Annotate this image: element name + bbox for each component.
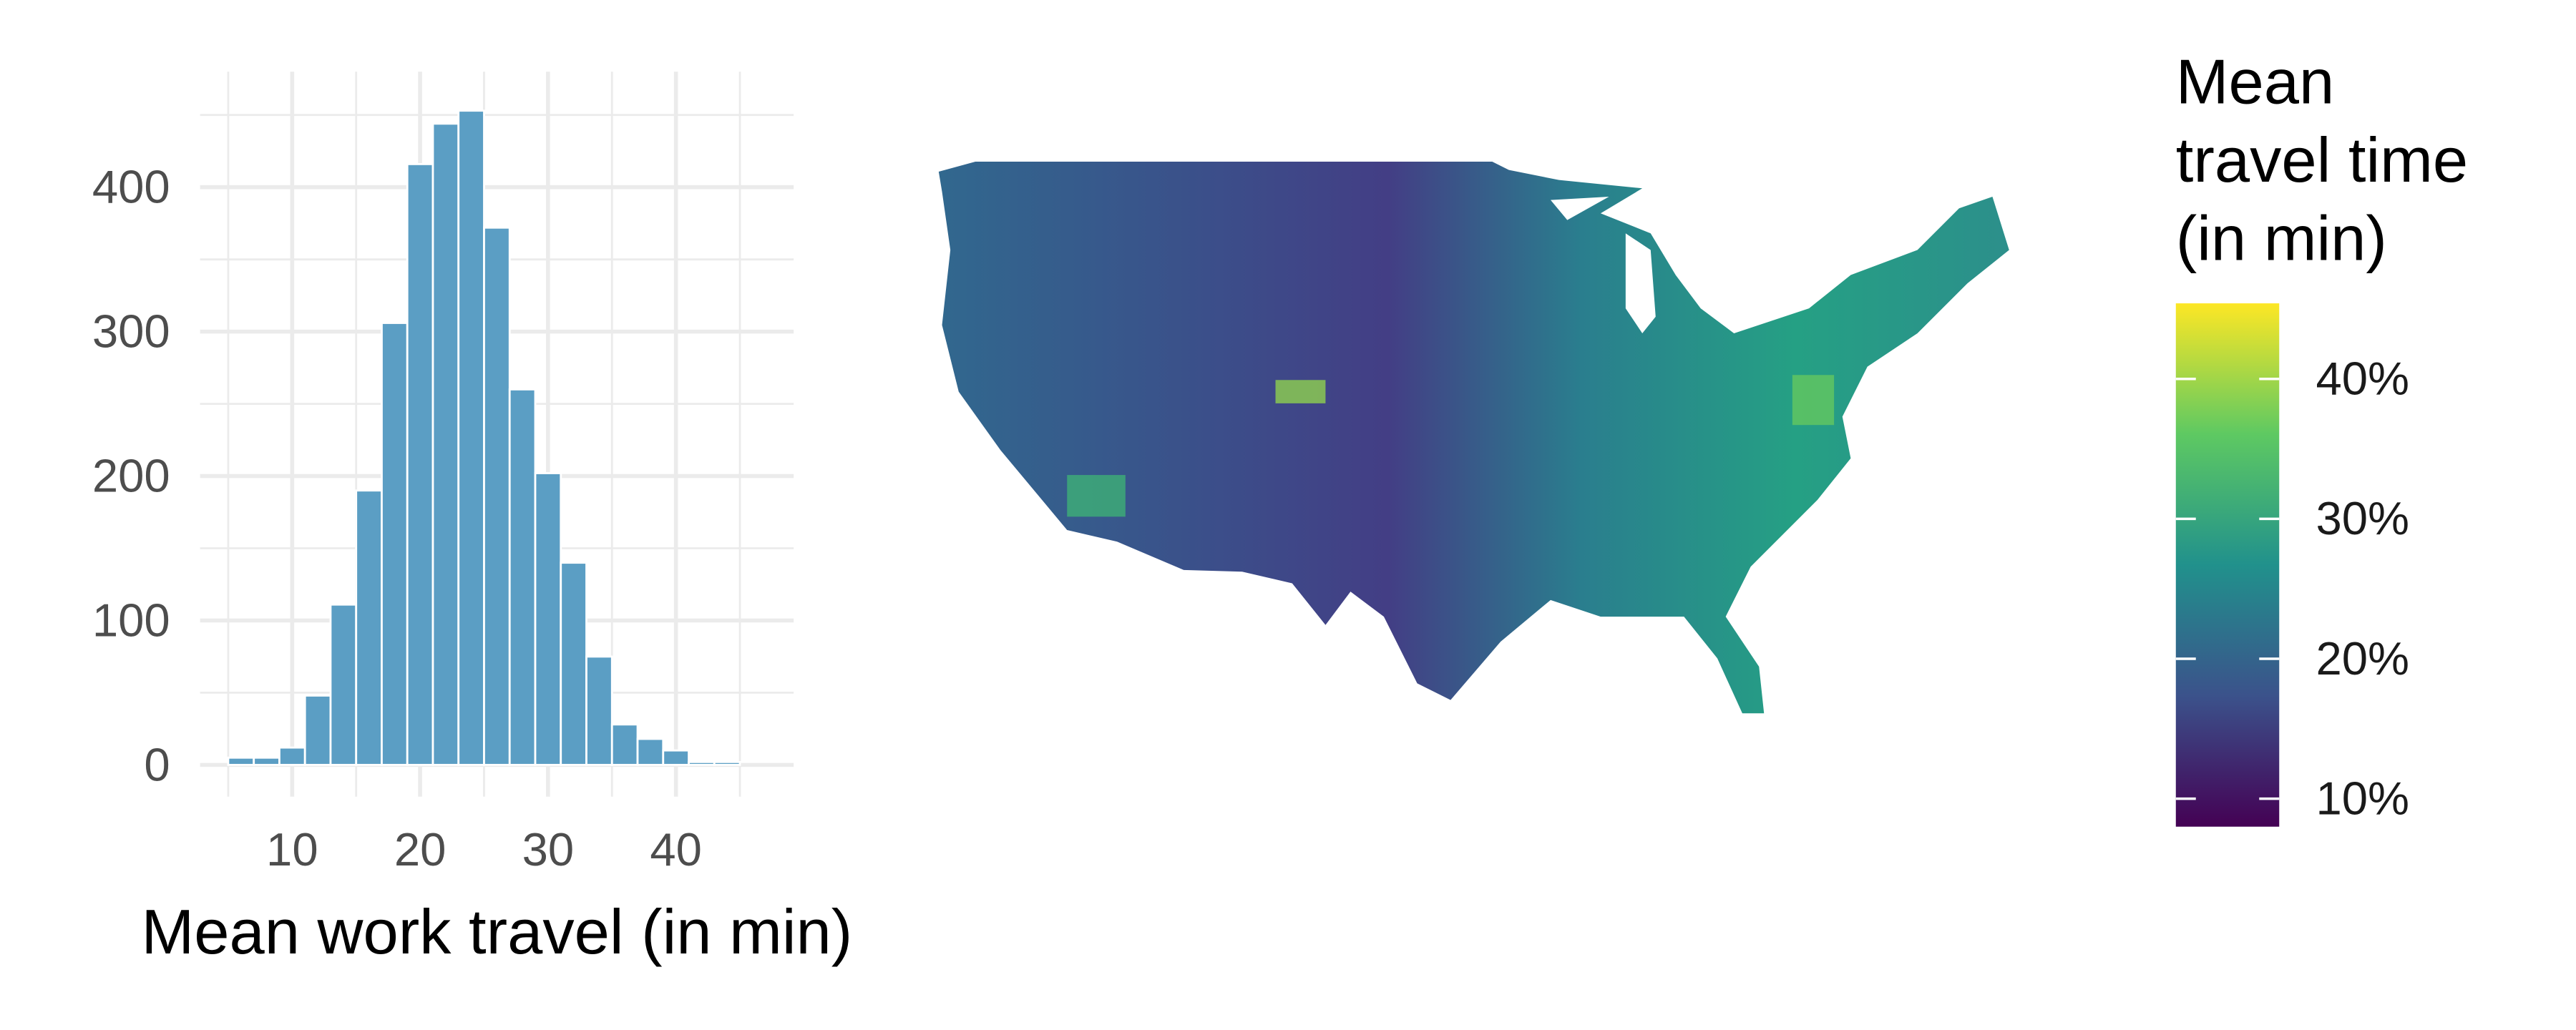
bar xyxy=(253,756,280,766)
bar xyxy=(636,737,665,766)
y-tick-label: 200 xyxy=(92,449,170,501)
colorbar xyxy=(2175,303,2280,827)
x-tick-label: 30 xyxy=(522,823,575,876)
x-tick-label: 10 xyxy=(266,823,318,876)
map-highlight xyxy=(1275,380,1326,403)
y-tick-label: 300 xyxy=(92,305,170,358)
bar xyxy=(508,388,537,766)
legend-title: Mean xyxy=(2176,46,2334,117)
map-highlight xyxy=(1067,475,1126,517)
bar xyxy=(610,723,639,766)
bar xyxy=(227,756,255,766)
bar xyxy=(406,163,434,766)
great-lakes xyxy=(1550,196,1656,334)
bar xyxy=(483,226,511,766)
x-tick-label: 20 xyxy=(394,823,447,876)
bar xyxy=(662,749,690,766)
bar xyxy=(688,760,716,766)
x-axis-title: Mean work travel (in min) xyxy=(141,896,852,967)
bar xyxy=(303,695,332,766)
y-tick-label: 100 xyxy=(92,594,170,646)
bar xyxy=(355,489,383,766)
y-tick-label: 0 xyxy=(144,738,170,790)
bar xyxy=(534,472,562,766)
y-tick-label: 400 xyxy=(92,161,170,213)
legend-title: travel time xyxy=(2176,124,2468,195)
grid xyxy=(200,72,794,797)
bar xyxy=(329,603,358,766)
legend-title: (in min) xyxy=(2176,202,2387,273)
bar xyxy=(585,655,613,766)
bar xyxy=(713,760,741,766)
us-map xyxy=(938,162,2009,714)
x-tick-label: 40 xyxy=(650,823,702,876)
bar xyxy=(278,746,306,766)
legend-label: 40% xyxy=(2316,353,2410,405)
legend-label: 30% xyxy=(2316,492,2410,544)
legend-label: 10% xyxy=(2316,772,2410,824)
bar xyxy=(457,109,485,766)
bar xyxy=(381,322,409,766)
map-highlight xyxy=(1792,375,1835,426)
bar xyxy=(431,122,460,766)
legend-label: 20% xyxy=(2316,632,2410,685)
bar xyxy=(560,561,587,766)
